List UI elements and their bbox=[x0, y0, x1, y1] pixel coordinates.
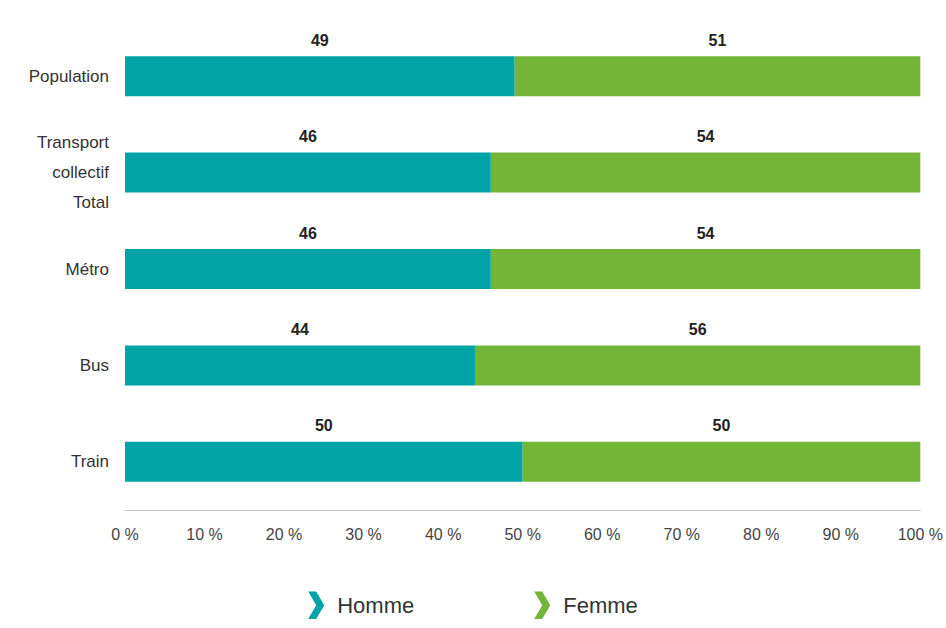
svg-text:Transport: Transport bbox=[37, 133, 109, 152]
svg-text:70 %: 70 % bbox=[663, 526, 699, 543]
svg-text:Métro: Métro bbox=[66, 260, 109, 279]
svg-text:46: 46 bbox=[299, 225, 317, 242]
svg-text:54: 54 bbox=[697, 128, 715, 145]
svg-text:10 %: 10 % bbox=[186, 526, 222, 543]
svg-text:30 %: 30 % bbox=[345, 526, 381, 543]
svg-text:Bus: Bus bbox=[80, 356, 109, 375]
svg-text:50: 50 bbox=[315, 417, 333, 434]
svg-text:49: 49 bbox=[311, 32, 329, 49]
svg-text:90 %: 90 % bbox=[823, 526, 859, 543]
svg-text:50: 50 bbox=[713, 417, 731, 434]
svg-text:collectif: collectif bbox=[52, 163, 109, 182]
svg-text:40 %: 40 % bbox=[425, 526, 461, 543]
svg-text:0 %: 0 % bbox=[111, 526, 139, 543]
svg-text:Train: Train bbox=[71, 452, 109, 471]
svg-text:20 %: 20 % bbox=[266, 526, 302, 543]
svg-text:Total: Total bbox=[73, 193, 109, 212]
svg-text:46: 46 bbox=[299, 128, 317, 145]
svg-text:80 %: 80 % bbox=[743, 526, 779, 543]
svg-text:Population: Population bbox=[29, 67, 109, 86]
svg-text:50 %: 50 % bbox=[504, 526, 540, 543]
svg-text:54: 54 bbox=[697, 225, 715, 242]
svg-text:100 %: 100 % bbox=[898, 526, 943, 543]
svg-text:Femme: Femme bbox=[563, 593, 638, 618]
svg-text:Homme: Homme bbox=[337, 593, 414, 618]
svg-text:56: 56 bbox=[689, 321, 707, 338]
svg-text:60 %: 60 % bbox=[584, 526, 620, 543]
svg-text:44: 44 bbox=[291, 321, 309, 338]
svg-text:51: 51 bbox=[709, 32, 727, 49]
